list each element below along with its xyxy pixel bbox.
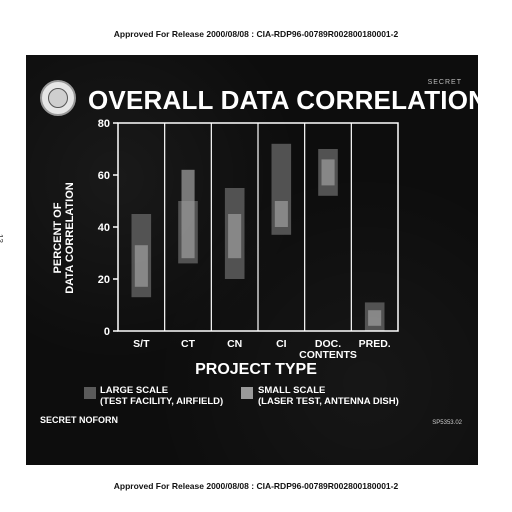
chart-slide: OVERALL DATA CORRELATIONS SECRET PERCENT… [26,55,478,465]
seal-emblem [48,88,68,108]
legend-swatch-large [84,387,96,399]
x-tick-label-4: DOC. [315,338,341,350]
agency-seal-icon [40,80,76,116]
x-tick-label-3: CI [276,338,287,350]
margin-page-number: 13 [0,234,4,243]
x-tick-label-4-line1: CONTENTS [299,349,357,361]
bar-small-0 [134,245,148,287]
x-tick-label-5: PRED. [359,338,391,350]
x-tick-label-0: S/T [133,338,150,350]
y-tick-label-60: 60 [98,170,110,182]
bar-small-2 [228,214,242,259]
bars-layer [131,143,385,331]
y-tick-label-80: 80 [98,118,110,130]
release-footer: Approved For Release 2000/08/08 : CIA-RD… [113,481,399,491]
axes-layer [113,122,399,332]
x-axis-label: PROJECT TYPE [195,361,317,378]
legend-large-scale: LARGE SCALE (TEST FACILITY, AIRFIELD) [100,385,224,407]
bar-small-5 [368,310,382,326]
y-tick-label-20: 20 [98,274,110,286]
bar-small-4 [321,159,335,186]
bar-small-3 [274,201,288,227]
release-header: Approved For Release 2000/08/08 : CIA-RD… [113,29,399,39]
figure-code: SP5353.02 [432,420,462,426]
legend-swatch-small [241,387,253,399]
bar-small-1 [181,169,195,259]
y-tick-label-40: 40 [98,222,110,234]
chart-title: OVERALL DATA CORRELATIONS [88,85,478,115]
x-tick-label-2: CN [227,338,242,350]
classification-marking: SECRET NOFORN [40,415,119,425]
y-tick-label-0: 0 [104,326,110,338]
legend-small-scale: SMALL SCALE (LASER TEST, ANTENNA DISH) [258,385,399,407]
x-tick-label-1: CT [181,338,196,350]
corner-classification: SECRET [427,79,462,86]
